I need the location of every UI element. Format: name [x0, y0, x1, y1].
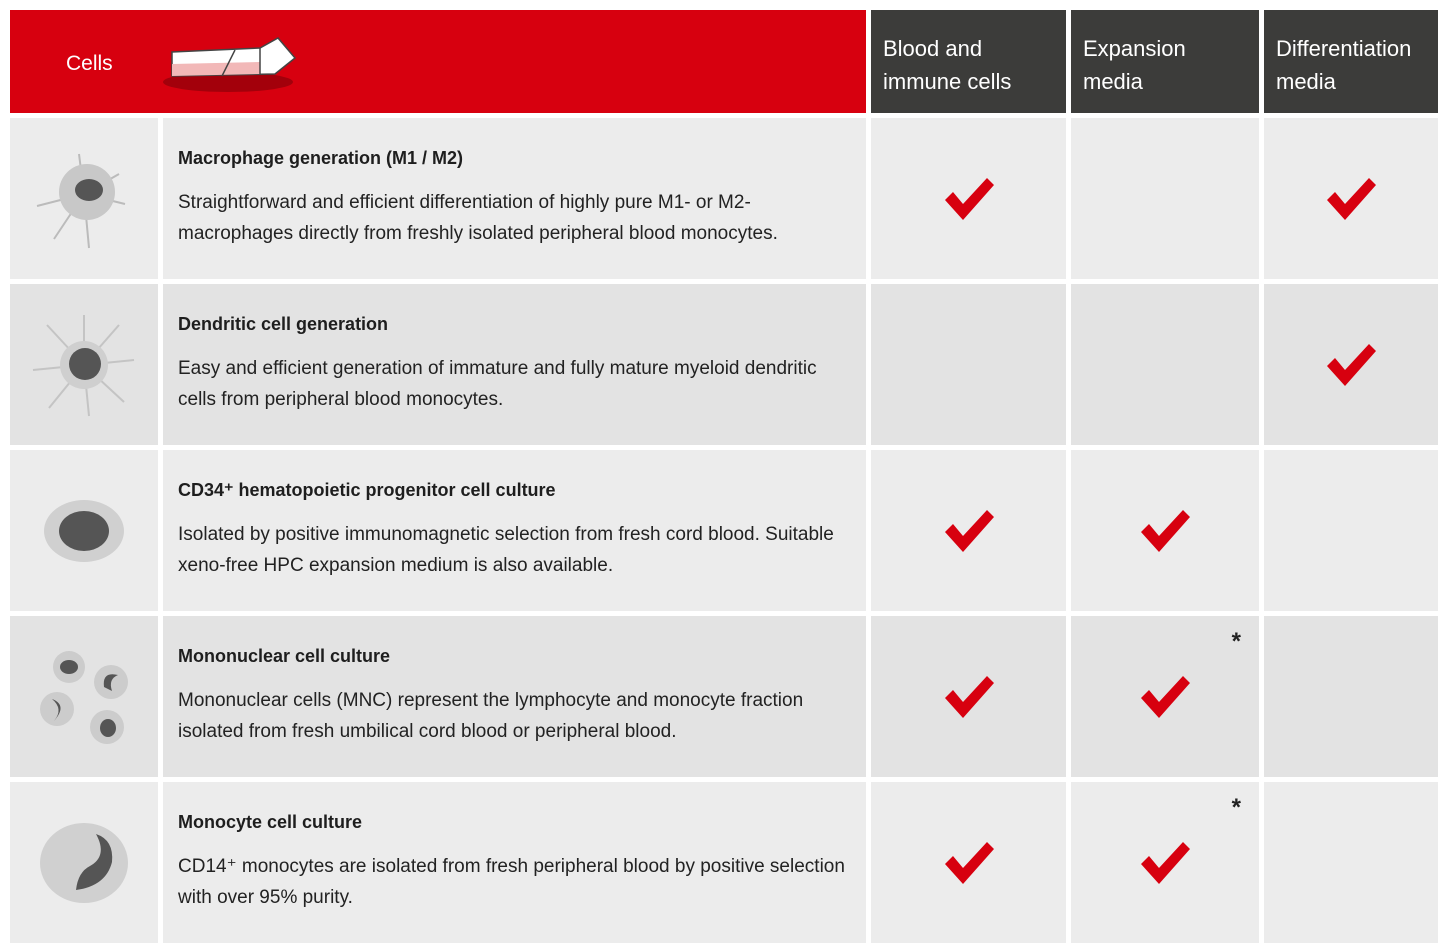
column-header: Expansion media — [1071, 10, 1259, 113]
cell: * — [1071, 782, 1259, 943]
progenitor-icon — [44, 499, 124, 562]
flask-icon — [163, 37, 297, 92]
cell-icon — [10, 284, 158, 445]
checkmark — [1141, 509, 1190, 552]
checkmark — [944, 841, 994, 884]
cell — [1264, 450, 1438, 611]
dendritic-icon — [32, 314, 135, 416]
checkmark — [944, 675, 994, 718]
column-header: Differentiation media — [1264, 10, 1438, 113]
cell-icon — [10, 616, 158, 777]
row-description: Mononuclear cells (MNC) represent the ly… — [178, 690, 804, 742]
checkmark — [1327, 343, 1376, 386]
cell — [871, 616, 1066, 777]
footnote-marker: * — [1231, 628, 1241, 655]
row-description: CD14⁺ monocytes are isolated from fresh … — [178, 856, 845, 908]
cell-icon — [10, 782, 158, 943]
macrophage-icon — [36, 153, 126, 248]
table: Cells Blood and immune cells Expansion m… — [10, 10, 1438, 943]
checkmark — [944, 177, 994, 220]
cell — [871, 450, 1066, 611]
mononuclear-icon — [40, 650, 128, 744]
row-title: Dendritic cell generation — [178, 314, 389, 334]
cell — [1264, 782, 1438, 943]
cell: * — [1071, 616, 1259, 777]
cell — [1071, 450, 1259, 611]
cell-text: Dendritic cell generation Easy and effici… — [163, 284, 866, 445]
cell — [871, 118, 1066, 279]
row-description: Easy and efficient generation of immatur… — [178, 358, 817, 410]
cell — [871, 284, 1066, 445]
row-title: CD34⁺ hematopoietic progenitor cell cult… — [178, 480, 556, 500]
row-description: Straightforward and efficient differenti… — [178, 192, 778, 244]
cell-icon — [10, 450, 158, 611]
checkmark — [1141, 675, 1190, 718]
row-description: Isolated by positive immunomagnetic sele… — [178, 524, 834, 576]
header-cells: Cells — [10, 10, 866, 113]
footnote-marker: * — [1231, 794, 1241, 821]
cell — [1264, 284, 1438, 445]
cell — [1264, 118, 1438, 279]
checkmark — [1141, 841, 1190, 884]
column-header: Blood and immune cells — [871, 10, 1066, 113]
checkmark — [1327, 177, 1376, 220]
cell — [1264, 616, 1438, 777]
checkmark — [944, 509, 994, 552]
row-title: Mononuclear cell culture — [178, 646, 391, 666]
cell-text: Mononuclear cell culture Mononuclear cell… — [163, 616, 866, 777]
cell-icon — [10, 118, 158, 279]
header-title: Cells — [66, 52, 113, 75]
cell-text: Monocyte cell culture CD14⁺ monocytes are… — [163, 782, 866, 943]
cell — [871, 782, 1066, 943]
cell-text: Macrophage generation (M1 / M2) Straightf… — [163, 118, 866, 279]
cell-text: CD34⁺ hematopoietic progenitor cell cult… — [163, 450, 866, 611]
row-title: Monocyte cell culture — [178, 812, 363, 832]
row-title: Macrophage generation (M1 / M2) — [178, 148, 464, 168]
cell — [1071, 118, 1259, 279]
monocyte-icon — [40, 822, 128, 903]
cell — [1071, 284, 1259, 445]
